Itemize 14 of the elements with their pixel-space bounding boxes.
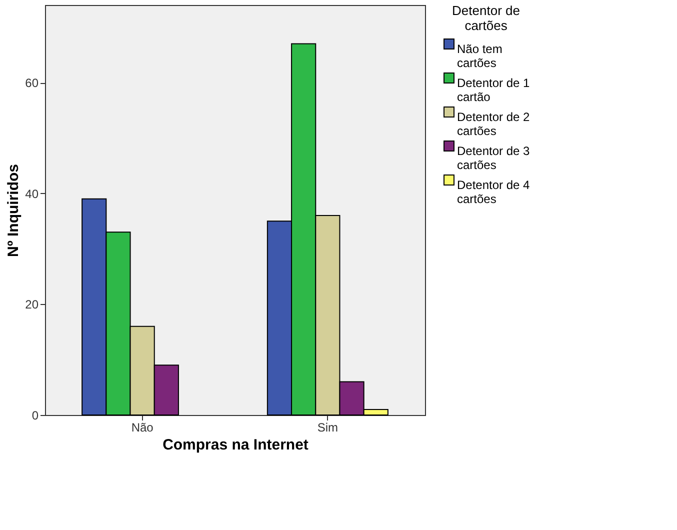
legend-label: Detentor de 3 cartões: [457, 144, 530, 172]
legend-label: Detentor de 2 cartões: [457, 110, 530, 138]
y-tick-label: 60: [25, 76, 39, 90]
legend-label: Detentor de 4 cartões: [457, 178, 530, 206]
legend-label: Detentor de 1 cartão: [457, 76, 530, 104]
y-tick-label: 40: [25, 186, 39, 201]
y-axis-title: Nº Inquiridos: [5, 164, 22, 257]
y-tick-label: 0: [32, 408, 39, 422]
legend-title: Detentor de cartões: [452, 3, 520, 33]
x-axis-title: Compras na Internet: [162, 436, 308, 454]
y-tick-label: 20: [25, 298, 39, 312]
x-tick-label: Não: [131, 420, 154, 434]
x-tick-label: Sim: [317, 420, 338, 434]
legend-label: Não tem cartões: [457, 42, 502, 70]
